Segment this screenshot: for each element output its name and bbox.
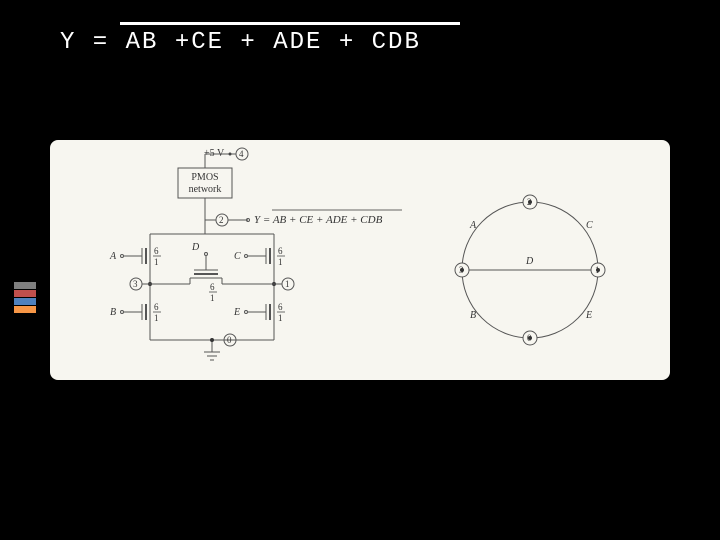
edge-label-D: D [525, 256, 534, 267]
edge-label-E: E [585, 310, 592, 321]
edge-label-C: C [586, 220, 593, 231]
accent-bar [14, 306, 36, 313]
accent-bar [14, 298, 36, 305]
node-4-label: 4 [239, 149, 244, 159]
transistor-B-label: B [110, 307, 116, 318]
node-1-label: 1 [285, 279, 290, 289]
node-0-label: 0 [227, 335, 232, 345]
svg-text:1: 1 [278, 257, 283, 267]
edge-label-A: A [469, 220, 477, 231]
svg-text:6: 6 [278, 302, 283, 312]
title-area: Y = AB +CE + ADE + CDB [60, 22, 560, 56]
svg-text:1: 1 [210, 293, 215, 303]
accent-bar [14, 290, 36, 297]
transistor-B: B 6 1 [110, 300, 161, 324]
pmos-line1: PMOS [191, 172, 218, 183]
svg-text:1: 1 [154, 313, 159, 323]
transistor-A-label: A [109, 251, 117, 262]
transistor-E: E 6 1 [233, 300, 285, 324]
output-equation: Y = AB + CE + ADE + CDB [254, 214, 383, 226]
node-dot [528, 200, 532, 204]
slide: Y = AB +CE + ADE + CDB +5 V 4 PMOS netwo… [0, 0, 720, 540]
transistor-C-label: C [234, 251, 241, 262]
cmos-circuit: +5 V 4 PMOS network 2 [109, 148, 402, 360]
transistor-C: C 6 1 [234, 244, 285, 268]
pmos-line2: network [189, 184, 222, 195]
transistor-A: A 6 1 [109, 244, 161, 268]
diagram-svg: +5 V 4 PMOS network 2 [50, 140, 670, 380]
topology-graph: 2 1 0 3 A C D B E [455, 195, 605, 345]
accent-bar-group [14, 282, 36, 314]
node-2-label: 2 [219, 215, 224, 225]
edge-label-B: B [470, 310, 476, 321]
transistor-D: D 6 1 [150, 242, 274, 303]
boolean-equation: Y = AB +CE + ADE + CDB [60, 29, 560, 56]
svg-text:6: 6 [278, 246, 283, 256]
node-dot [528, 336, 532, 340]
accent-bar [14, 282, 36, 289]
node-3-label: 3 [133, 279, 138, 289]
svg-text:1: 1 [278, 313, 283, 323]
node-dot [596, 268, 600, 272]
svg-text:6: 6 [154, 302, 159, 312]
junction-dot [210, 338, 214, 342]
title-underline [120, 22, 460, 25]
transistor-D-label: D [191, 242, 200, 253]
svg-text:6: 6 [210, 282, 215, 292]
diagram-panel: +5 V 4 PMOS network 2 [50, 140, 670, 380]
transistor-A-ratio-den: 1 [154, 257, 159, 267]
node-dot [460, 268, 464, 272]
transistor-E-label: E [233, 307, 240, 318]
transistor-A-ratio-num: 6 [154, 246, 159, 256]
